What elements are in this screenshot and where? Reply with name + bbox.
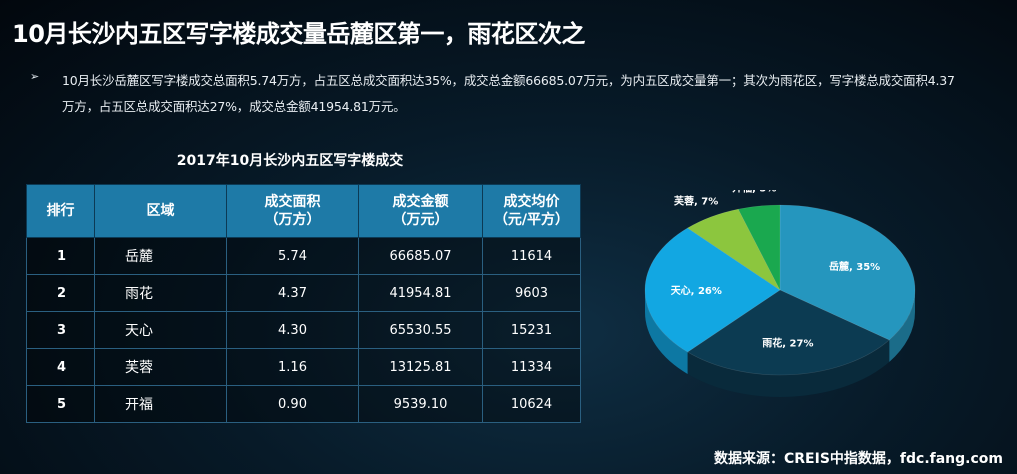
cell-rank: 3 xyxy=(26,311,95,349)
cell-price: 11614 xyxy=(482,237,581,275)
cell-price: 11334 xyxy=(482,348,581,386)
cell-region: 开福 xyxy=(94,385,227,423)
cell-amount: 65530.55 xyxy=(358,311,483,349)
table-row: 3 天心 4.30 65530.55 15231 xyxy=(26,311,581,349)
cell-rank: 4 xyxy=(26,348,95,386)
cell-price: 9603 xyxy=(482,274,581,312)
pie-slice-yuhua xyxy=(687,289,890,376)
header-region-label: 区域 xyxy=(146,203,175,219)
header-area-label: 成交面积 （万方） xyxy=(264,194,321,228)
cell-rank: 5 xyxy=(26,385,95,423)
cell-area: 5.74 xyxy=(226,237,359,275)
pie-chart: 岳麓, 35% 雨花, 27% 天心, 26% 芙蓉, 7% 开福, 5% xyxy=(644,190,916,397)
cell-price: 15231 xyxy=(482,311,581,349)
header-price: 成交均价 （元/平方） xyxy=(482,184,581,238)
pie-side-yuelu xyxy=(889,290,915,362)
pie-label-yuhua: 雨花, 27% xyxy=(762,336,813,349)
cell-area: 4.30 xyxy=(226,311,359,349)
table-header-row: 排行 区域 成交面积 （万方） 成交金额 （万元） 成交均价 （元/平方） xyxy=(26,184,581,238)
cell-rank: 2 xyxy=(26,274,95,312)
cell-amount: 9539.10 xyxy=(358,385,483,423)
table-row: 5 开福 0.90 9539.10 10624 xyxy=(26,385,581,423)
pie-label-furong: 芙蓉, 7% xyxy=(673,195,718,208)
cell-price: 10624 xyxy=(482,385,581,423)
cell-amount: 66685.07 xyxy=(358,237,483,275)
transactions-table: 排行 区域 成交面积 （万方） 成交金额 （万元） 成交均价 （元/平方） 1 … xyxy=(26,184,581,423)
summary-text: 10月长沙岳麓区写字楼成交总面积5.74万方，占五区总成交面积达35%，成交总金… xyxy=(62,73,955,114)
table-title: 2017年10月长沙内五区写字楼成交 xyxy=(176,153,404,169)
pie-label-tianxin: 天心, 26% xyxy=(671,285,722,297)
pie-side-yuhua xyxy=(687,339,890,397)
pie-slice-kaifu xyxy=(737,204,781,291)
header-amount-label: 成交金额 （万元） xyxy=(392,194,449,228)
header-region: 区域 xyxy=(94,184,227,238)
pie-slice-tianxin xyxy=(644,227,781,353)
header-price-label: 成交均价 （元/平方） xyxy=(493,194,570,228)
pie-side-tianxin xyxy=(645,290,688,374)
header-rank: 排行 xyxy=(26,184,95,238)
bullet-arrow-icon: ➢ xyxy=(30,70,40,83)
cell-area: 0.90 xyxy=(226,385,359,423)
cell-area: 1.16 xyxy=(226,348,359,386)
table-row: 1 岳麓 5.74 66685.07 11614 xyxy=(26,237,581,275)
table-row: 4 芙蓉 1.16 13125.81 11334 xyxy=(26,348,581,386)
header-rank-label: 排行 xyxy=(46,203,75,219)
data-source-note: 数据来源：CREIS中指数据，fdc.fang.com xyxy=(714,451,1003,467)
pie-label-kaifu: 开福, 5% xyxy=(732,190,776,195)
table-row: 2 雨花 4.37 41954.81 9603 xyxy=(26,274,581,312)
cell-region: 雨花 xyxy=(94,274,227,312)
cell-region: 芙蓉 xyxy=(94,348,227,386)
header-area: 成交面积 （万方） xyxy=(226,184,359,238)
pie-label-yuelu: 岳麓, 35% xyxy=(829,260,880,273)
cell-region: 天心 xyxy=(94,311,227,349)
cell-region: 岳麓 xyxy=(94,237,227,275)
pie-slice-furong xyxy=(687,208,781,291)
cell-amount: 41954.81 xyxy=(358,274,483,312)
header-amount: 成交金额 （万元） xyxy=(358,184,483,238)
cell-amount: 13125.81 xyxy=(358,348,483,386)
page-title: 10月长沙内五区写字楼成交量岳麓区第一，雨花区次之 xyxy=(12,20,585,48)
cell-rank: 1 xyxy=(26,237,95,275)
cell-area: 4.37 xyxy=(226,274,359,312)
pie-slice-yuelu xyxy=(779,204,916,341)
